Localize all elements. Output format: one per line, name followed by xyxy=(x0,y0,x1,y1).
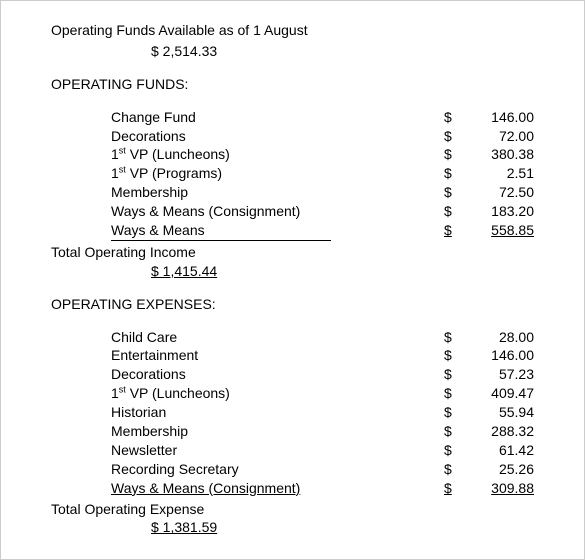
line-item: Membership$72.50 xyxy=(51,183,534,202)
line-currency: $ xyxy=(444,108,464,127)
line-amount: 380.38 xyxy=(464,145,534,164)
line-item: Ways & Means (Consignment)$183.20 xyxy=(51,202,534,221)
line-item: 1st VP (Luncheons)$409.47 xyxy=(51,384,534,403)
funds-list: Change Fund$146.00Decorations$72.001st V… xyxy=(51,108,534,241)
line-label: Ways & Means (Consignment) xyxy=(111,479,444,498)
line-amount: 409.47 xyxy=(464,384,534,403)
line-label: 1st VP (Luncheons) xyxy=(111,384,444,403)
line-item: 1st VP (Programs)$2.51 xyxy=(51,164,534,183)
line-label: 1st VP (Luncheons) xyxy=(111,145,444,164)
line-amount: 309.88 xyxy=(464,479,534,498)
line-item: Change Fund$146.00 xyxy=(51,108,534,127)
line-currency: $ xyxy=(444,145,464,164)
line-label: Membership xyxy=(111,422,444,441)
line-item: Ways & Means (Consignment)$309.88 xyxy=(51,479,534,498)
line-amount: 2.51 xyxy=(464,164,534,183)
line-currency: $ xyxy=(444,328,464,347)
line-label: Ways & Means (Consignment) xyxy=(111,202,444,221)
line-amount: 57.23 xyxy=(464,365,534,384)
line-currency: $ xyxy=(444,127,464,146)
funds-heading: OPERATING FUNDS: xyxy=(51,75,534,94)
line-item: Decorations$57.23 xyxy=(51,365,534,384)
line-item: Ways & Means$558.85 xyxy=(51,221,534,241)
line-label: Change Fund xyxy=(111,108,444,127)
line-item: Decorations$72.00 xyxy=(51,127,534,146)
line-amount: 558.85 xyxy=(464,221,534,240)
report-page: { "header": { "title": "Operating Funds … xyxy=(0,0,585,560)
line-label: Entertainment xyxy=(111,346,444,365)
line-label: Decorations xyxy=(111,127,444,146)
line-label: Newsletter xyxy=(111,441,444,460)
line-label: Recording Secretary xyxy=(111,460,444,479)
expenses-list: Child Care$28.00Entertainment$146.00Deco… xyxy=(51,328,534,498)
line-currency: $ xyxy=(444,460,464,479)
line-amount: 25.26 xyxy=(464,460,534,479)
line-item: Child Care$28.00 xyxy=(51,328,534,347)
line-amount: 61.42 xyxy=(464,441,534,460)
line-label: Decorations xyxy=(111,365,444,384)
line-currency: $ xyxy=(444,479,464,498)
line-currency: $ xyxy=(444,164,464,183)
funds-total-label: Total Operating Income xyxy=(51,243,534,262)
line-currency: $ xyxy=(444,183,464,202)
line-currency: $ xyxy=(444,365,464,384)
line-currency: $ xyxy=(444,346,464,365)
line-label: Child Care xyxy=(111,328,444,347)
line-currency: $ xyxy=(444,441,464,460)
line-item: Recording Secretary$25.26 xyxy=(51,460,534,479)
line-label: Membership xyxy=(111,183,444,202)
line-label: Ways & Means xyxy=(111,221,444,241)
line-amount: 288.32 xyxy=(464,422,534,441)
line-amount: 72.50 xyxy=(464,183,534,202)
line-amount: 146.00 xyxy=(464,346,534,365)
line-amount: 183.20 xyxy=(464,202,534,221)
line-currency: $ xyxy=(444,221,464,240)
line-item: Entertainment$146.00 xyxy=(51,346,534,365)
line-item: Newsletter$61.42 xyxy=(51,441,534,460)
expenses-total-amount: $ 1,381.59 xyxy=(151,518,534,537)
line-currency: $ xyxy=(444,403,464,422)
line-amount: 55.94 xyxy=(464,403,534,422)
line-label: 1st VP (Programs) xyxy=(111,164,444,183)
header-title: Operating Funds Available as of 1 August xyxy=(51,21,534,40)
line-currency: $ xyxy=(444,384,464,403)
line-item: 1st VP (Luncheons)$380.38 xyxy=(51,145,534,164)
line-amount: 72.00 xyxy=(464,127,534,146)
line-currency: $ xyxy=(444,422,464,441)
line-label: Historian xyxy=(111,403,444,422)
line-currency: $ xyxy=(444,202,464,221)
expenses-total-label: Total Operating Expense xyxy=(51,500,534,519)
header-amount: $ 2,514.33 xyxy=(151,42,534,61)
line-item: Historian$55.94 xyxy=(51,403,534,422)
expenses-heading: OPERATING EXPENSES: xyxy=(51,295,534,314)
line-amount: 146.00 xyxy=(464,108,534,127)
line-item: Membership$288.32 xyxy=(51,422,534,441)
funds-total-amount: $ 1,415.44 xyxy=(151,262,534,281)
line-amount: 28.00 xyxy=(464,328,534,347)
